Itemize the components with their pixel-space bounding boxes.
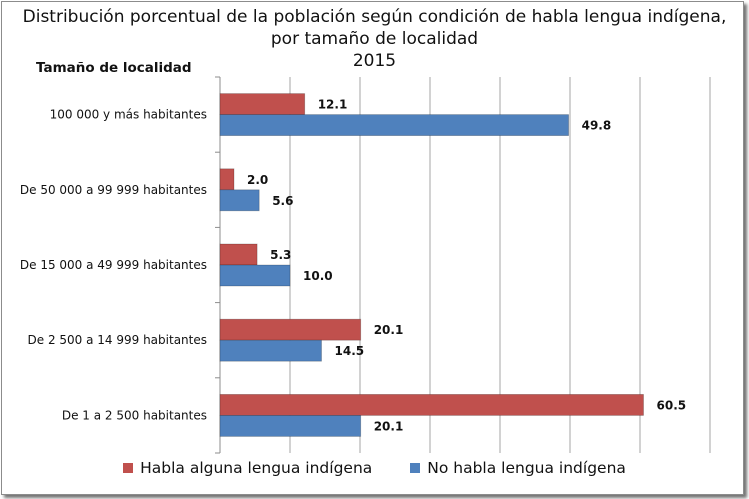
chart-title-line-3: 2015: [352, 51, 397, 71]
category-label-de-15-000-a-49-999-habitantes: De 15 000 a 49 999 habitantes: [20, 258, 207, 272]
legend-swatch-no-habla: [410, 463, 421, 473]
data-label-habla-alguna-lengua-indigena-de-1-a-2-500-habitantes: 60.5: [657, 398, 687, 412]
bar-no-habla-lengua-indigena-100-000-y-mas-habitantes: [219, 114, 570, 136]
y-axis-title: Tamaño de localidad: [36, 60, 192, 76]
data-label-habla-alguna-lengua-indigena-de-2-500-a-14-999-habitantes: 20.1: [374, 323, 404, 337]
bar-habla-alguna-lengua-indigena-100-000-y-mas-habitantes: [219, 93, 306, 115]
data-label-habla-alguna-lengua-indigena-de-15-000-a-49-999-habitantes: 5.3: [270, 248, 291, 262]
category-label-de-2-500-a-14-999-habitantes: De 2 500 a 14 999 habitantes: [28, 333, 208, 347]
legend-label-habla: Habla alguna lengua indígena: [140, 459, 373, 477]
legend-swatch-habla: [123, 463, 134, 473]
data-label-no-habla-lengua-indigena-de-50-000-a-99-999-habitantes: 5.6: [272, 194, 293, 208]
data-label-no-habla-lengua-indigena-100-000-y-mas-habitantes: 49.8: [582, 119, 612, 133]
bar-habla-alguna-lengua-indigena-de-2-500-a-14-999-habitantes: [219, 318, 362, 341]
bar-habla-alguna-lengua-indigena-de-1-a-2-500-habitantes: [219, 393, 644, 416]
legend-item-habla: Habla alguna lengua indígena: [123, 459, 372, 477]
bar-no-habla-lengua-indigena-de-50-000-a-99-999-habitantes: [219, 189, 260, 212]
bar-habla-alguna-lengua-indigena-de-50-000-a-99-999-habitantes: [219, 168, 235, 191]
data-label-no-habla-lengua-indigena-de-1-a-2-500-habitantes: 20.1: [374, 419, 404, 433]
bar-habla-alguna-lengua-indigena-de-15-000-a-49-999-habitantes: [219, 243, 258, 266]
chart-title-line-1: Distribución porcentual de la población …: [22, 7, 727, 27]
chart-title: Distribución porcentual de la población …: [0, 6, 749, 72]
legend-item-no-habla: No habla lengua indígena: [410, 459, 626, 477]
legend-label-no-habla: No habla lengua indígena: [427, 459, 626, 477]
bar-no-habla-lengua-indigena-de-15-000-a-49-999-habitantes: [219, 264, 291, 287]
bar-no-habla-lengua-indigena-de-1-a-2-500-habitantes: [219, 414, 362, 437]
legend: Habla alguna lengua indígena No habla le…: [0, 459, 749, 477]
category-label-de-1-a-2-500-habitantes: De 1 a 2 500 habitantes: [62, 408, 207, 422]
data-label-habla-alguna-lengua-indigena-100-000-y-mas-habitantes: 12.1: [318, 98, 348, 112]
chart-title-line-2: por tamaño de localidad: [270, 29, 479, 49]
category-label-100-000-y-mas-habitantes: 100 000 y más habitantes: [50, 108, 207, 122]
data-label-habla-alguna-lengua-indigena-de-50-000-a-99-999-habitantes: 2.0: [247, 173, 268, 187]
data-label-no-habla-lengua-indigena-de-2-500-a-14-999-habitantes: 14.5: [335, 344, 365, 358]
bar-no-habla-lengua-indigena-de-2-500-a-14-999-habitantes: [219, 339, 322, 362]
category-label-de-50-000-a-99-999-habitantes: De 50 000 a 99 999 habitantes: [20, 183, 207, 197]
data-label-no-habla-lengua-indigena-de-15-000-a-49-999-habitantes: 10.0: [303, 269, 333, 283]
